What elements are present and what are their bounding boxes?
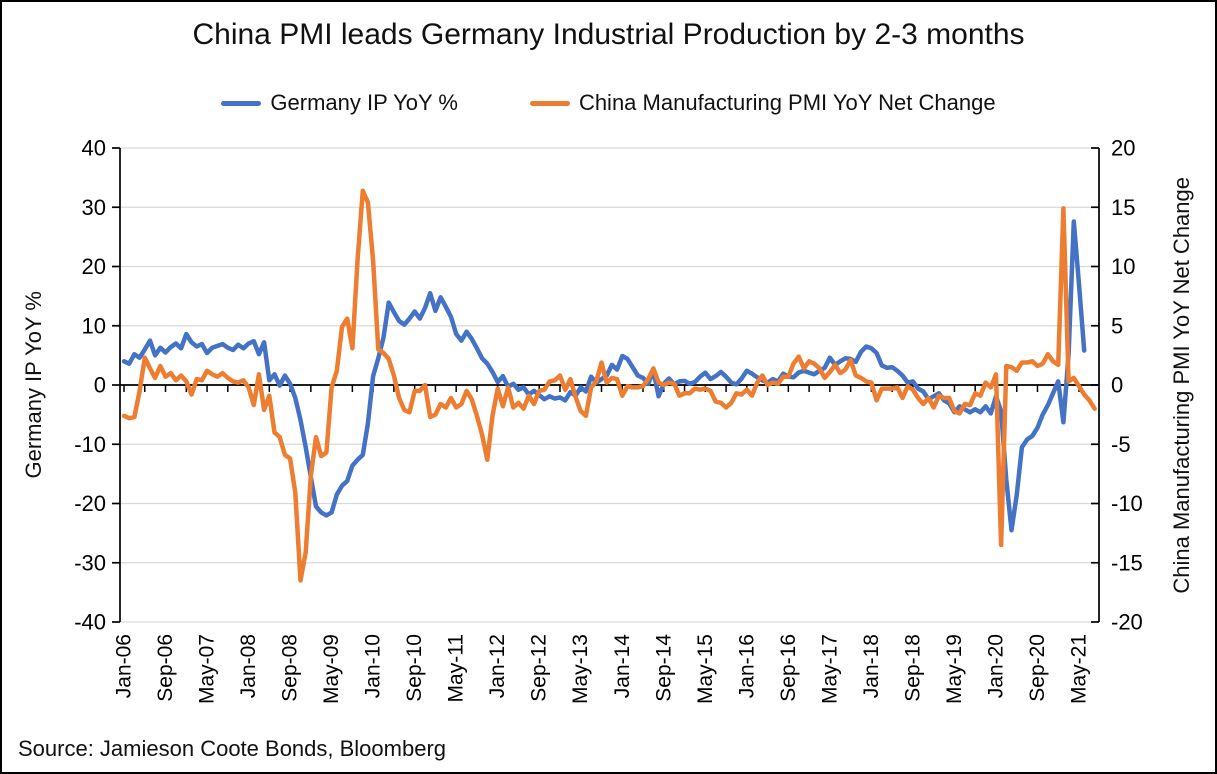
left-axis-tick-label: -20 xyxy=(74,491,106,516)
left-axis-tick-label: -10 xyxy=(74,432,106,457)
x-tick-label: May-07 xyxy=(196,634,219,704)
right-axis-tick-label: -10 xyxy=(1111,491,1143,516)
x-tick-label: Sep-16 xyxy=(777,634,800,702)
x-tick-label: Jan-18 xyxy=(860,634,883,698)
x-tick-label: Sep-06 xyxy=(154,634,177,702)
legend-swatch-germany-ip xyxy=(221,100,262,106)
legend-swatch-china-pmi xyxy=(529,100,570,106)
x-tick-label: May-15 xyxy=(694,634,717,704)
left-axis-tick-label: -30 xyxy=(74,550,106,575)
x-tick-label: May-13 xyxy=(569,634,592,704)
right-axis-tick-label: -15 xyxy=(1111,550,1143,575)
left-axis-tick-label: 10 xyxy=(82,313,106,338)
legend-label-china-pmi: China Manufacturing PMI YoY Net Change xyxy=(578,90,996,115)
x-tick-label: Sep-14 xyxy=(652,634,675,702)
series-line-china-pmi xyxy=(121,188,1097,583)
left-axis-tick-label: 20 xyxy=(82,254,106,279)
legend: Germany IP YoY % China Manufacturing PMI… xyxy=(2,90,1215,116)
x-tick-label: Jan-08 xyxy=(237,634,260,698)
right-axis-title: China Manufacturing PMI YoY Net Change xyxy=(1169,176,1194,594)
x-tick-label: Jan-14 xyxy=(611,634,634,699)
x-tick-label: May-21 xyxy=(1068,634,1091,704)
legend-item-germany-ip: Germany IP YoY % xyxy=(221,90,458,116)
x-tick-label: Jan-20 xyxy=(984,634,1007,698)
x-tick-label: Sep-12 xyxy=(528,634,551,702)
legend-label-germany-ip: Germany IP YoY % xyxy=(270,90,458,115)
right-axis-tick-label: 15 xyxy=(1111,195,1135,220)
x-tick-label: Jan-12 xyxy=(486,634,509,698)
left-axis-tick-label: 0 xyxy=(94,373,106,398)
left-axis-tick-label: 30 xyxy=(82,195,106,220)
left-axis-tick-label: -40 xyxy=(74,610,106,635)
legend-item-china-pmi: China Manufacturing PMI YoY Net Change xyxy=(529,90,996,116)
x-tick-label: May-09 xyxy=(320,634,343,704)
x-tick-label: Jan-10 xyxy=(362,634,385,698)
chart-title: China PMI leads Germany Industrial Produ… xyxy=(192,18,1025,51)
right-axis-tick-label: -5 xyxy=(1111,432,1131,457)
x-tick-label: Sep-08 xyxy=(279,634,302,702)
right-axis-tick-label: 5 xyxy=(1111,313,1123,338)
left-axis-tick-label: 40 xyxy=(82,136,106,161)
right-axis-tick-label: 10 xyxy=(1111,254,1135,279)
x-tick-label: Sep-20 xyxy=(1026,634,1049,702)
x-tick-label: May-19 xyxy=(943,634,966,704)
right-axis-tick-label: 20 xyxy=(1111,136,1135,161)
source-note: Source: Jamieson Coote Bonds, Bloomberg xyxy=(18,736,447,761)
right-axis-tick-label: 0 xyxy=(1111,373,1123,398)
x-tick-label: Sep-18 xyxy=(901,634,924,702)
left-axis-title: Germany IP YoY % xyxy=(21,291,46,479)
right-axis-tick-label: -20 xyxy=(1111,610,1143,635)
x-tick-label: Jan-16 xyxy=(735,634,758,698)
x-tick-label: Jan-06 xyxy=(113,634,136,698)
x-tick-label: Sep-10 xyxy=(403,634,426,702)
x-tick-label: May-11 xyxy=(445,634,468,702)
x-tick-label: May-17 xyxy=(818,634,841,704)
